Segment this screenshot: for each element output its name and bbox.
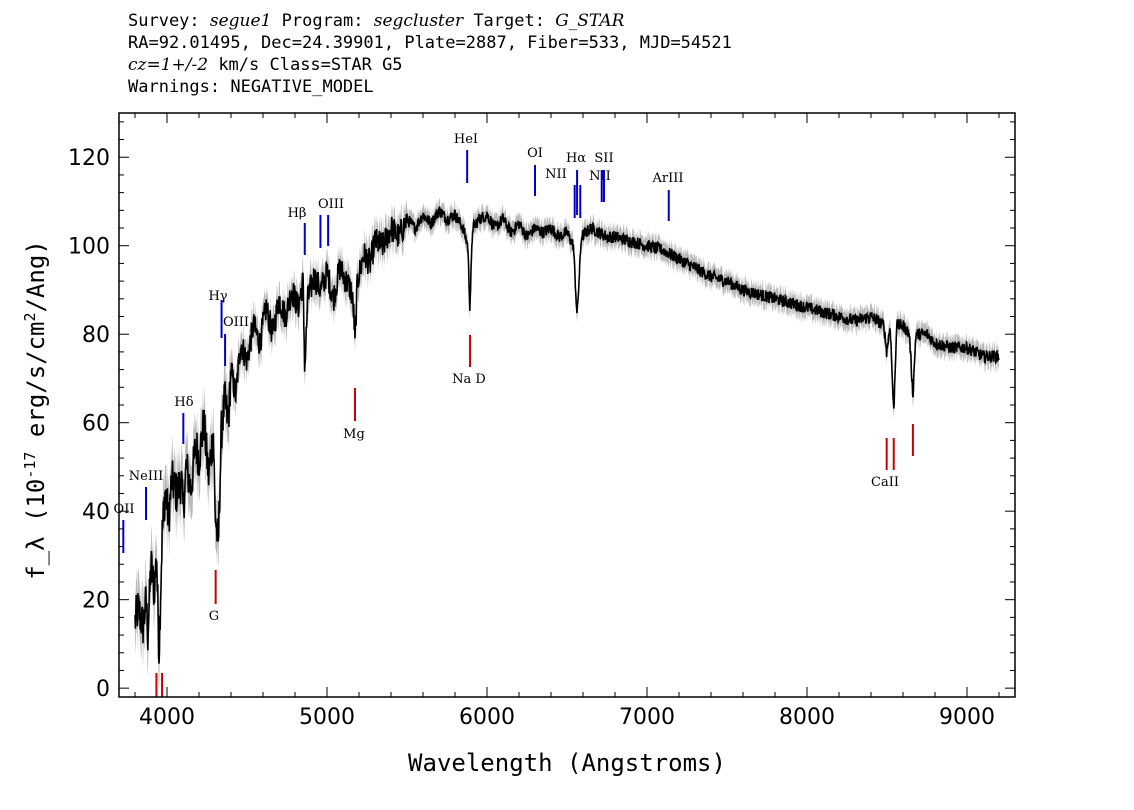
spectrum-layer (134, 206, 1000, 664)
y-tick-label: 80 (82, 323, 110, 348)
emission-line-label: SII (594, 151, 613, 166)
y-tick-label: 40 (82, 500, 110, 525)
ticks-layer: 4000 5000 6000 7000 8000 9000 0 20 40 60 80 100 120 (68, 113, 1015, 730)
absorption-line-label: G (209, 609, 219, 624)
redshift-value: cz=1+/-2 (128, 55, 209, 75)
x-tick-label: 8000 (779, 705, 835, 730)
emission-line-label: Hβ (288, 206, 307, 221)
emission-line-label: OIII (318, 197, 344, 212)
y-tick-label: 100 (68, 235, 110, 260)
header-line-2: RA=92.01495, Dec=24.39901, Plate=2887, F… (128, 33, 732, 53)
y-tick-label: 20 (82, 589, 110, 614)
spectrum-error-band (135, 196, 999, 691)
absorption-line-label: CaII (871, 475, 899, 490)
header-line-3: cz=1+/-2 km/s Class=STAR G5 (128, 55, 403, 75)
emission-line-label: OI (527, 146, 543, 161)
y-axis-title: f_λ (10-17 erg/s/cm2/Ang) (21, 240, 50, 580)
y-tick-label: 120 (68, 146, 110, 171)
emission-line-label: OIII (223, 315, 249, 330)
x-tick-label: 5000 (299, 705, 355, 730)
emission-line-label: NII (589, 169, 611, 184)
emission-line-label: Hα (566, 151, 586, 166)
x-tick-label: 6000 (459, 705, 515, 730)
header-line-4: Warnings: NEGATIVE_MODEL (128, 77, 374, 97)
plot-frame (118, 112, 1016, 698)
y-tick-label: 0 (96, 677, 110, 702)
header-line-1: Survey: segue1 Program: segcluster Targe… (128, 11, 625, 31)
emission-line-label: Hγ (208, 289, 227, 304)
spectrum-line (134, 206, 1000, 664)
emission-line-label: Hδ (174, 395, 193, 410)
line-markers-layer: OIINeIIIHδHγOIIIHβOIIIHeIOINIIHαNIISIIAr… (114, 132, 914, 697)
x-tick-label: 7000 (619, 705, 675, 730)
target-value: G_STAR (555, 11, 625, 31)
absorption-line-label: Mg (343, 427, 365, 442)
spectrum-header: Survey: segue1 Program: segcluster Targe… (128, 10, 732, 98)
emission-line-label: ArIII (651, 171, 683, 186)
y-tick-label: 60 (82, 412, 110, 437)
absorption-line-label: Na D (452, 372, 486, 387)
emission-line-label: NeIII (129, 469, 163, 484)
emission-line-label: HeI (454, 132, 478, 147)
x-axis-title: Wavelength (Angstroms) (408, 749, 726, 777)
x-tick-label: 9000 (939, 705, 995, 730)
x-tick-label: 4000 (139, 705, 195, 730)
emission-line-label: OII (114, 502, 135, 517)
error-band-layer (135, 196, 999, 691)
program-value: segcluster (373, 11, 464, 31)
survey-value: segue1 (209, 11, 272, 31)
emission-line-label: NII (545, 167, 567, 182)
